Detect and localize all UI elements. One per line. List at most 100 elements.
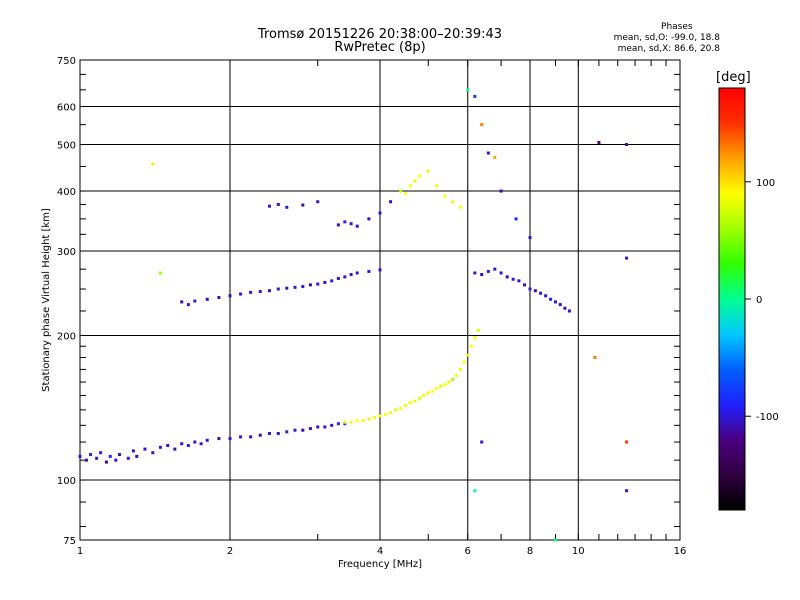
data-point	[193, 440, 197, 444]
data-point	[308, 283, 312, 287]
data-point	[293, 285, 297, 289]
data-point	[349, 222, 353, 226]
data-point	[151, 162, 155, 166]
data-point	[301, 203, 305, 207]
data-point	[193, 299, 197, 303]
data-point	[330, 423, 334, 427]
phase-stats-x-line: mean, sd,X: 86.6, 20.8	[617, 44, 720, 54]
data-point	[476, 328, 480, 332]
data-point	[480, 273, 484, 277]
data-point	[469, 344, 473, 348]
data-point	[426, 391, 430, 395]
data-point	[330, 279, 334, 283]
data-point	[455, 374, 459, 378]
data-point	[131, 449, 135, 453]
data-point	[523, 283, 527, 287]
data-point	[323, 280, 327, 284]
data-point	[553, 300, 557, 304]
data-point	[451, 377, 455, 381]
data-point	[563, 306, 567, 310]
data-point	[462, 360, 466, 364]
data-point	[349, 273, 353, 277]
data-point	[89, 453, 93, 457]
data-point	[108, 454, 112, 458]
data-point	[228, 437, 232, 441]
data-point	[383, 412, 387, 416]
data-point	[505, 275, 509, 279]
data-point	[413, 179, 417, 183]
data-point	[285, 430, 289, 434]
data-point	[285, 205, 289, 209]
x-axis-ticks: 1 2 4 6 8 10 16	[77, 60, 686, 557]
y-tick-label: 100	[57, 476, 76, 487]
y-tick-label: 75	[63, 536, 76, 547]
data-point	[439, 384, 443, 388]
data-point	[553, 538, 557, 542]
data-point	[316, 425, 320, 429]
data-point	[593, 355, 597, 359]
colorbar-tick-label: 0	[756, 295, 762, 306]
data-point	[104, 460, 108, 464]
data-point	[349, 420, 353, 424]
data-point	[480, 123, 484, 127]
data-point	[249, 290, 253, 294]
data-point	[408, 184, 412, 188]
data-point	[447, 380, 451, 384]
data-point	[95, 456, 99, 460]
data-point	[323, 425, 327, 429]
data-point	[336, 223, 340, 227]
data-point	[114, 458, 118, 462]
data-point	[367, 269, 371, 273]
data-point	[493, 155, 497, 159]
data-point	[443, 383, 447, 387]
data-point	[117, 453, 121, 457]
phase-stats-title: Phases	[661, 22, 693, 32]
data-point	[205, 438, 209, 442]
data-point	[399, 189, 403, 193]
x-tick-label: 2	[227, 546, 233, 557]
data-point	[389, 411, 393, 415]
data-point	[84, 458, 88, 462]
data-point	[394, 408, 398, 412]
colorbar-tick-label: 100	[756, 178, 775, 189]
data-point	[258, 433, 262, 437]
colorbar	[718, 87, 746, 511]
data-point	[528, 236, 532, 240]
data-point	[343, 422, 347, 426]
data-point	[301, 285, 305, 289]
data-point	[435, 387, 439, 391]
data-point	[276, 432, 280, 436]
data-point	[99, 451, 103, 455]
data-point	[389, 200, 393, 204]
data-point	[480, 440, 484, 444]
data-point	[422, 394, 426, 398]
data-point	[186, 303, 190, 307]
data-point	[316, 200, 320, 204]
data-point	[451, 200, 455, 204]
data-point	[378, 211, 382, 215]
y-tick-label: 300	[57, 247, 76, 258]
data-point	[361, 419, 365, 423]
x-tick-label: 4	[377, 546, 383, 557]
data-point	[205, 297, 209, 301]
phase-stats: Phases mean, sd,O: -99.0, 18.8 mean, sd,…	[614, 22, 720, 55]
data-point	[458, 367, 462, 371]
data-points	[78, 88, 629, 542]
data-point	[186, 444, 190, 448]
gridlines	[80, 60, 680, 540]
data-point	[166, 444, 170, 448]
data-point	[239, 435, 243, 439]
data-point	[514, 217, 518, 221]
data-point	[399, 406, 403, 410]
x-tick-label: 8	[527, 546, 533, 557]
data-point	[173, 447, 177, 451]
data-point	[597, 140, 601, 144]
data-point	[367, 217, 371, 221]
data-point	[267, 204, 271, 208]
colorbar-unit-label: [deg]	[716, 70, 751, 85]
data-point	[625, 256, 629, 260]
chart-title: Tromsø 20151226 20:38:00–20:39:43	[257, 27, 503, 42]
data-point	[355, 271, 359, 275]
data-point	[180, 300, 184, 304]
